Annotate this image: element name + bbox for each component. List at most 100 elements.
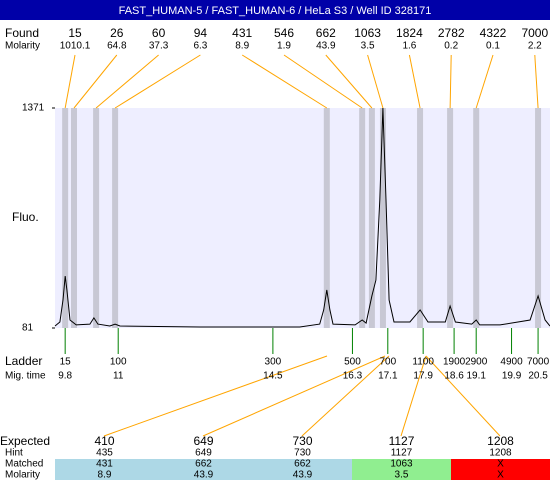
ladder-size: 1900 xyxy=(443,357,466,368)
table-cell: 431 xyxy=(96,459,113,470)
table-cell: 43.9 xyxy=(194,470,214,480)
ladder-size: 100 xyxy=(110,357,127,368)
found-band xyxy=(417,108,424,328)
match-cell xyxy=(352,459,451,480)
found-size: 15 xyxy=(68,26,82,40)
found-molarity: 1.9 xyxy=(277,41,291,52)
ladder-time: 20.5 xyxy=(528,371,548,382)
found-molarity: 2.2 xyxy=(528,41,542,52)
table-cell: 1127 xyxy=(391,448,413,459)
table-cell: X xyxy=(497,470,504,480)
found-size: 2782 xyxy=(438,26,465,40)
found-size: 94 xyxy=(194,26,208,40)
found-connector xyxy=(408,54,421,109)
found-band xyxy=(379,108,386,328)
found-molarity: 1010.1 xyxy=(60,41,91,52)
ladder-time: 19.1 xyxy=(466,371,486,382)
found-band xyxy=(447,108,454,328)
found-molarity: 64.8 xyxy=(107,41,127,52)
ladder-size: 2900 xyxy=(465,357,488,368)
found-connector xyxy=(95,54,159,109)
found-size: 431 xyxy=(232,26,252,40)
ladder-size: 4900 xyxy=(500,357,523,368)
found-band xyxy=(368,108,375,328)
found-connector xyxy=(325,54,373,109)
found-connector xyxy=(241,54,328,109)
ladder-size: 15 xyxy=(60,357,72,368)
found-size: 7000 xyxy=(521,26,548,40)
y-tick-label: 1371 xyxy=(22,103,45,114)
row-label: Expected xyxy=(0,434,50,448)
found-size: 1063 xyxy=(354,26,381,40)
table-cell: 43.9 xyxy=(293,470,313,480)
ladder-time: 14.5 xyxy=(263,371,283,382)
match-cell xyxy=(451,459,550,480)
table-cell: 649 xyxy=(193,434,213,448)
table-cell: X xyxy=(497,459,504,470)
table-cell: 730 xyxy=(292,434,312,448)
found-band xyxy=(62,108,69,328)
found-band xyxy=(323,108,330,328)
table-cell: 1208 xyxy=(487,434,514,448)
found-label: Found xyxy=(5,26,39,40)
found-size: 4322 xyxy=(480,26,507,40)
ladder-time: 17.1 xyxy=(378,371,398,382)
found-connector xyxy=(367,54,384,109)
ladder-time: 11 xyxy=(113,371,124,382)
found-connector xyxy=(475,54,494,109)
found-band xyxy=(359,108,366,328)
found-connector xyxy=(534,54,539,109)
table-cell: 662 xyxy=(195,459,212,470)
table-cell: 8.9 xyxy=(98,470,112,480)
found-molarity: 0.1 xyxy=(486,41,500,52)
table-cell: 3.5 xyxy=(395,470,409,480)
plot-area xyxy=(55,108,550,328)
found-size: 1824 xyxy=(396,26,423,40)
found-connector xyxy=(73,54,118,109)
found-molarity: 37.3 xyxy=(149,41,169,52)
table-cell: 1063 xyxy=(390,459,413,470)
found-band xyxy=(71,108,78,328)
y-tick-label: 81 xyxy=(22,323,34,334)
chart-title: FAST_HUMAN-5 / FAST_HUMAN-6 / HeLa S3 / … xyxy=(119,5,432,17)
found-band xyxy=(535,108,542,328)
y-axis-label: Fluo. xyxy=(12,210,39,224)
found-size: 26 xyxy=(110,26,124,40)
found-band xyxy=(112,108,119,328)
mig-time-label: Mig. time xyxy=(5,371,46,382)
ladder-size: 7000 xyxy=(527,357,550,368)
match-cell xyxy=(253,459,352,480)
ladder-size: 700 xyxy=(379,357,396,368)
ladder-size: 300 xyxy=(265,357,282,368)
table-cell: 1127 xyxy=(389,434,415,448)
found-molarity: 3.5 xyxy=(361,41,375,52)
ladder-size: 500 xyxy=(344,357,361,368)
found-molarity: 0.2 xyxy=(444,41,458,52)
trace xyxy=(54,107,550,328)
table-cell: 410 xyxy=(94,434,114,448)
table-cell: 662 xyxy=(294,459,311,470)
found-band xyxy=(93,108,100,328)
found-molarity: 8.9 xyxy=(235,41,249,52)
table-cell: 649 xyxy=(195,448,212,459)
match-cell xyxy=(154,459,253,480)
ladder-time: 19.9 xyxy=(502,371,522,382)
found-size: 546 xyxy=(274,26,294,40)
found-molarity-label: Molarity xyxy=(5,41,40,52)
found-connector xyxy=(449,54,452,109)
table-cell: 1208 xyxy=(489,448,512,459)
found-band xyxy=(473,108,480,328)
table-cell: 435 xyxy=(96,448,113,459)
found-connector xyxy=(283,54,363,109)
table-cell: 730 xyxy=(294,448,311,459)
found-size: 60 xyxy=(152,26,166,40)
row-label: Matched xyxy=(5,459,43,470)
found-molarity: 1.6 xyxy=(402,41,416,52)
ladder-time: 16.3 xyxy=(343,371,363,382)
ladder-time: 9.8 xyxy=(58,371,72,382)
ladder-label: Ladder xyxy=(5,354,42,368)
found-molarity: 6.3 xyxy=(193,41,207,52)
ladder-time: 18.6 xyxy=(444,371,464,382)
expected-connectors xyxy=(103,355,501,437)
